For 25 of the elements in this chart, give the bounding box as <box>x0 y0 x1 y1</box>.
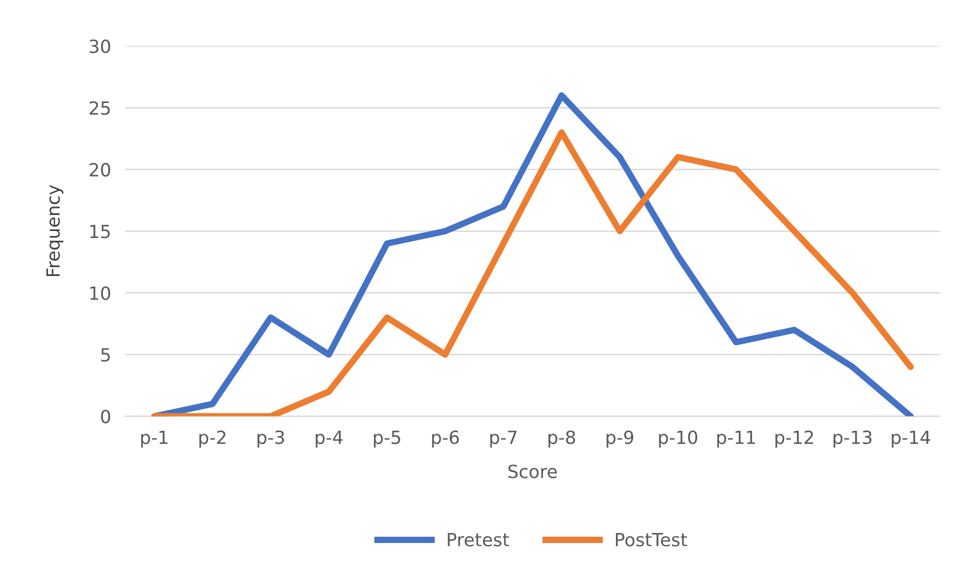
y-tick-label: 0 <box>101 410 110 424</box>
x-tick-label: p-1 <box>141 430 168 448</box>
x-tick-label: p-6 <box>432 430 459 448</box>
x-axis-title: Score <box>508 464 557 478</box>
x-tick-label: p-12 <box>775 430 813 448</box>
y-tick-label: 30 <box>90 40 110 54</box>
y-axis-title: Frequency <box>46 185 64 276</box>
legend-label: PostTest <box>616 533 688 546</box>
x-tick-label: p-2 <box>199 430 226 448</box>
x-tick-label: p-14 <box>892 430 930 448</box>
y-tick-label: 25 <box>90 101 110 115</box>
x-tick-label: p-4 <box>316 430 343 448</box>
x-tick-label: p-5 <box>374 430 400 448</box>
legend-label: Pretest <box>448 533 510 546</box>
y-tick-label: 10 <box>90 286 110 300</box>
x-tick-label: p-11 <box>717 430 755 448</box>
x-tick-label: p-10 <box>659 430 698 448</box>
y-tick-label: 20 <box>90 162 110 177</box>
y-tick-label: 5 <box>101 348 110 362</box>
y-tick-label: 15 <box>90 224 110 238</box>
x-tick-label: p-8 <box>548 430 576 448</box>
x-tick-label: p-3 <box>258 430 284 448</box>
x-tick-label: p-7 <box>490 430 517 448</box>
x-tick-label: p-9 <box>606 430 634 448</box>
x-tick-label: p-13 <box>834 430 872 448</box>
